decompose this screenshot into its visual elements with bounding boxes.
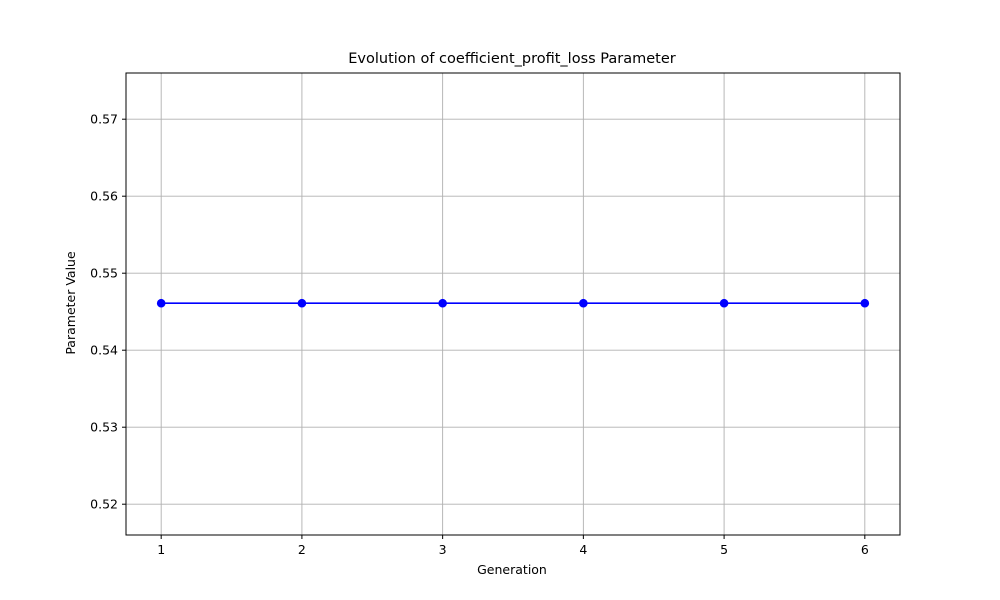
data-point (156, 298, 166, 308)
y-tick-label: 0.55 (90, 266, 118, 281)
grid-lines (126, 73, 900, 535)
y-axis-ticks: 0.52 0.53 0.54 0.55 0.56 0.57 (90, 112, 126, 512)
series-layer (156, 298, 870, 308)
data-point (860, 298, 870, 308)
y-tick-label: 0.54 (90, 343, 118, 358)
y-tick-label: 0.53 (90, 420, 118, 435)
y-tick-label: 0.56 (90, 189, 118, 204)
x-tick-label: 2 (298, 542, 306, 557)
y-tick-label: 0.52 (90, 497, 118, 512)
x-axis-label: Generation (477, 562, 547, 577)
data-point (297, 298, 307, 308)
y-tick-label: 0.57 (90, 112, 118, 127)
x-tick-label: 1 (157, 542, 165, 557)
x-tick-label: 6 (861, 542, 869, 557)
data-point (438, 298, 447, 308)
axes-frame (125, 72, 901, 536)
data-point (719, 298, 729, 308)
data-point (579, 298, 588, 308)
y-axis-label: Parameter Value (63, 251, 78, 355)
x-tick-label: 5 (720, 542, 728, 557)
x-axis-ticks: 1 2 3 4 5 6 (157, 535, 869, 557)
x-tick-label: 3 (439, 542, 447, 557)
chart-title: Evolution of coefficient_profit_loss Par… (348, 51, 676, 67)
x-tick-label: 4 (579, 542, 587, 557)
